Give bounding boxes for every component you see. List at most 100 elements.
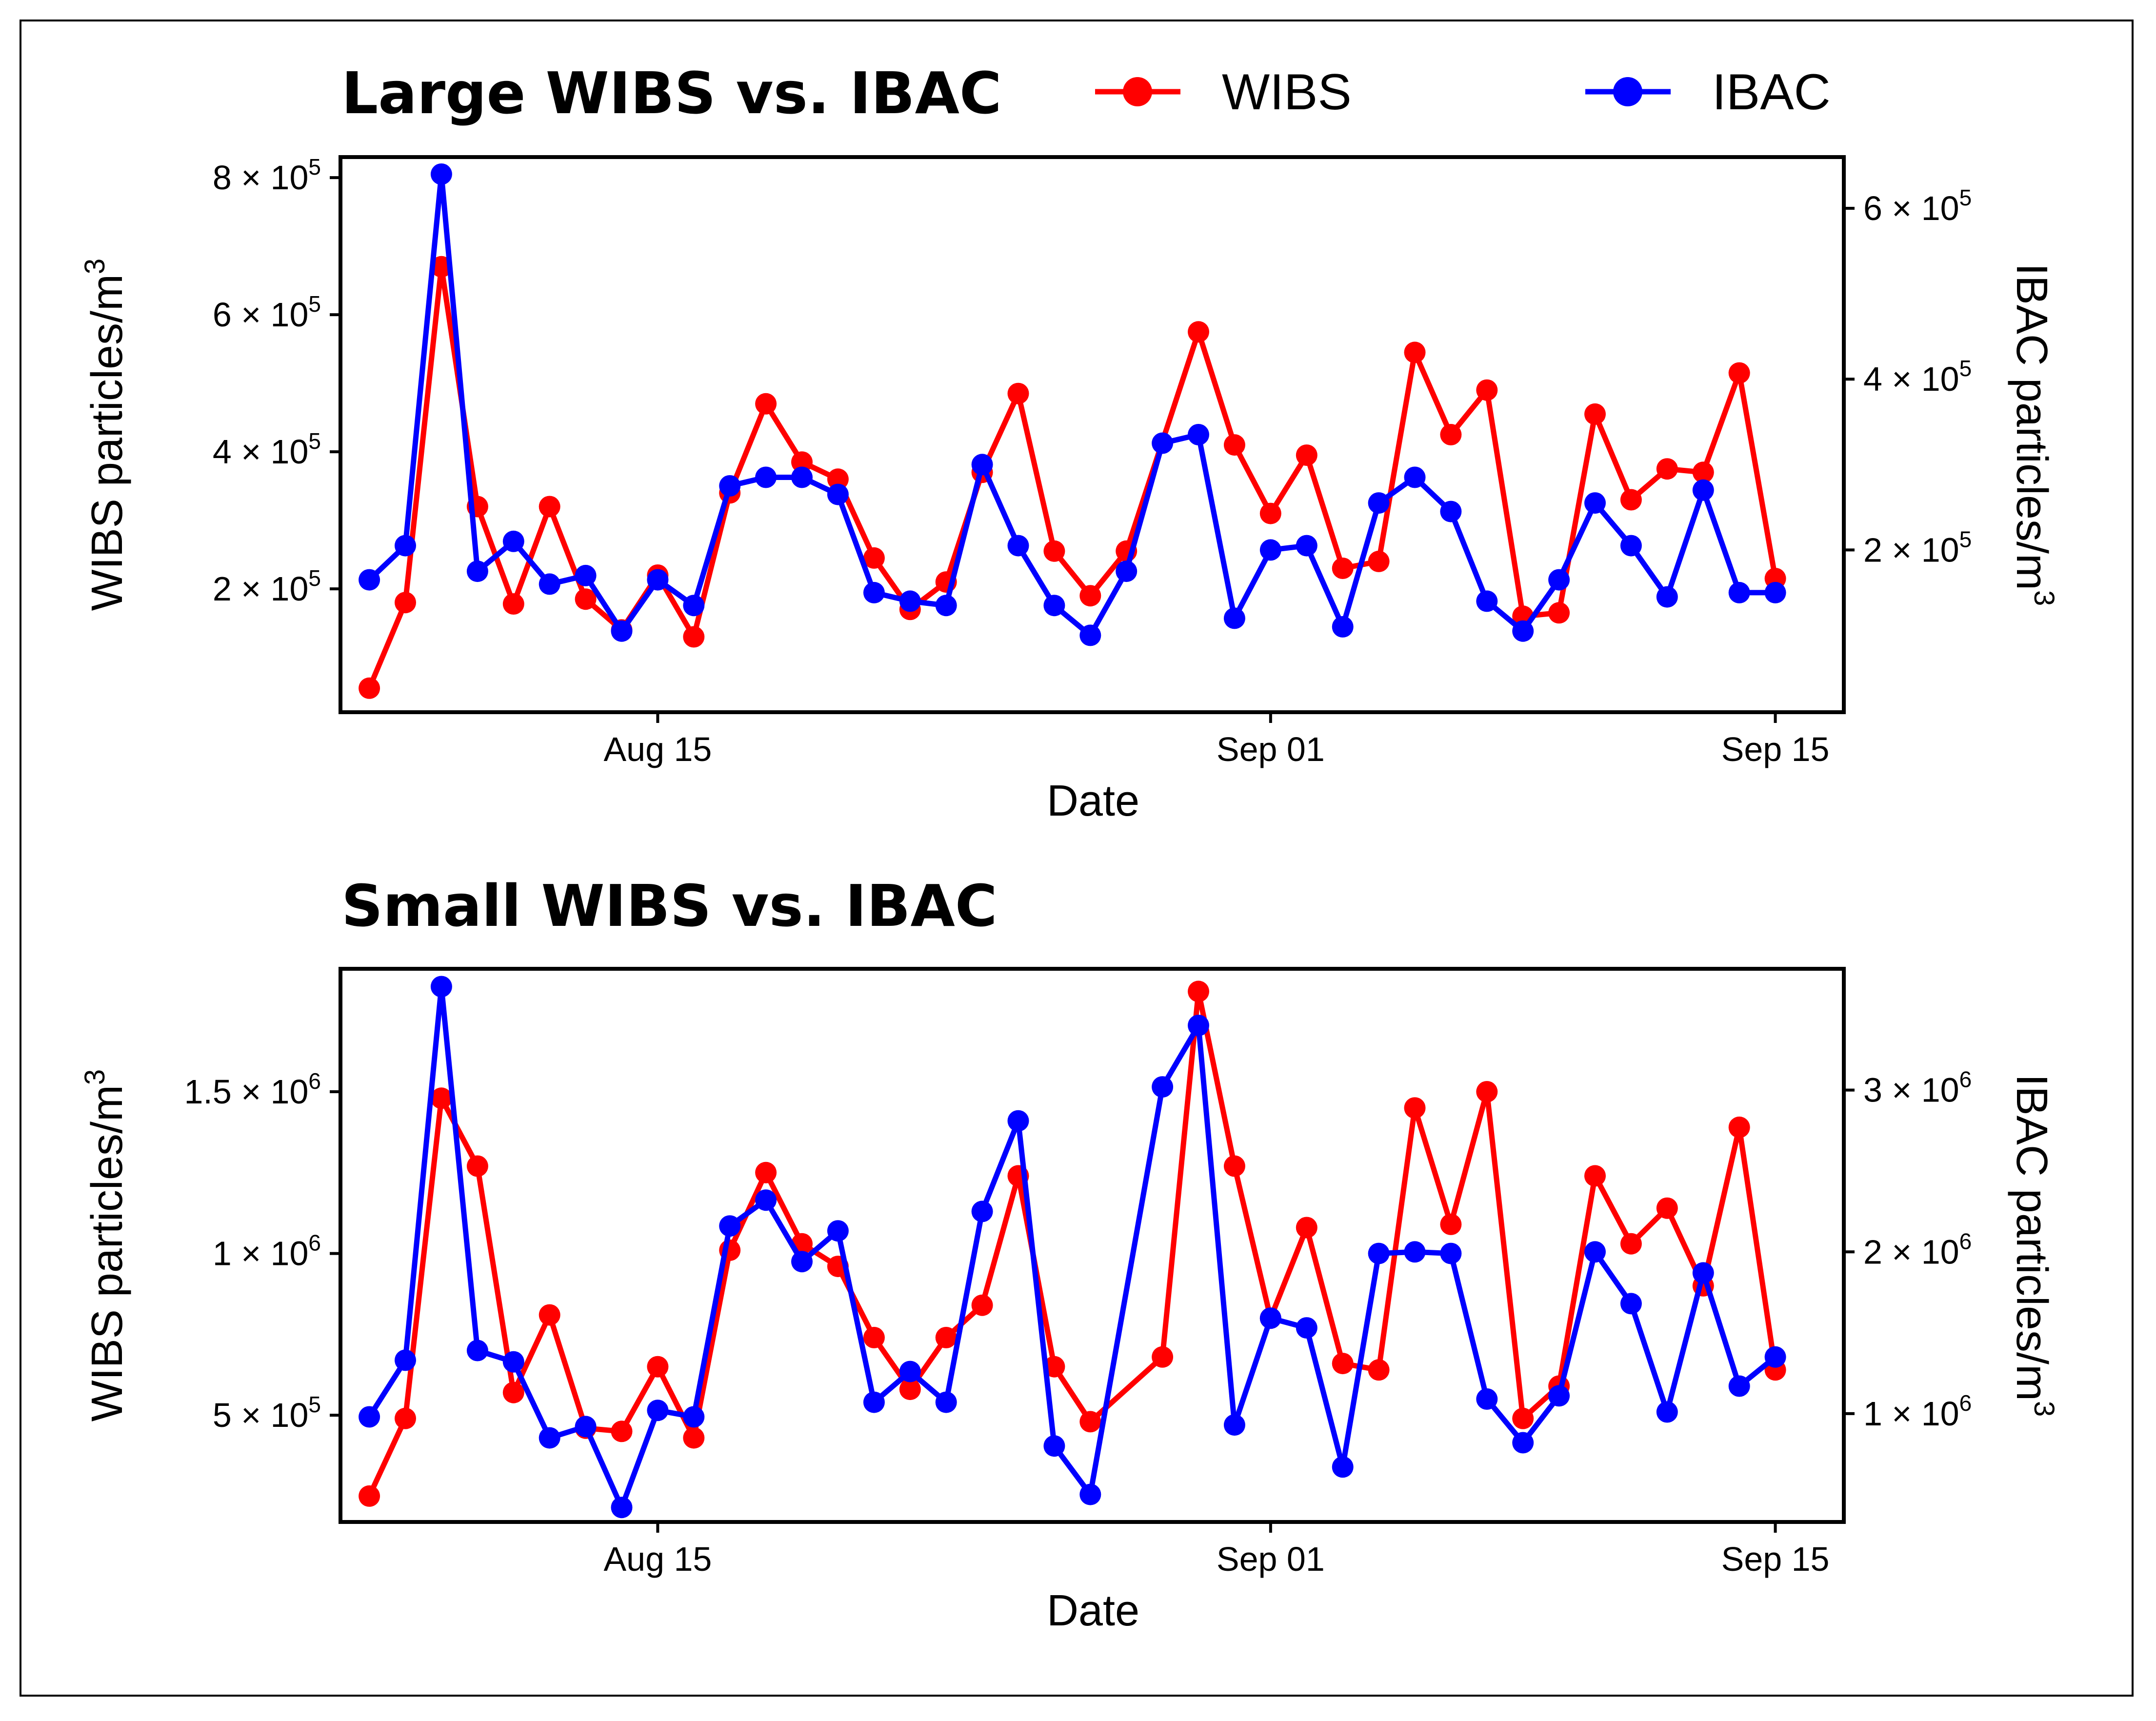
data-point-ibac-large-18 [1007, 535, 1029, 557]
data-point-ibac-small-38 [1764, 1346, 1786, 1368]
data-point-wibs-small-16 [935, 1327, 957, 1348]
data-point-wibs-small-26 [1332, 1353, 1354, 1375]
data-point-wibs-small-5 [539, 1304, 560, 1326]
y-label-left-text-large: WIBS particles/m [83, 274, 132, 611]
data-point-ibac-large-30 [1440, 500, 1462, 522]
x-axis-large: Aug 15 Sep 01 Sep 15 [603, 712, 1830, 768]
data-point-wibs-large-14 [863, 547, 885, 569]
data-point-wibs-large-19 [1043, 540, 1065, 562]
data-point-ibac-large-14 [863, 581, 885, 603]
data-point-wibs-small-28 [1404, 1097, 1426, 1119]
y-tick-label-left-large-0: 2 × 105 [213, 565, 321, 608]
data-point-ibac-small-35 [1656, 1401, 1678, 1423]
data-point-ibac-large-34 [1584, 492, 1606, 514]
data-point-wibs-large-18 [1007, 382, 1029, 404]
data-point-ibac-small-10 [719, 1215, 741, 1237]
y-tick-label-left-small-1: 1 × 106 [213, 1230, 321, 1273]
data-point-ibac-large-17 [971, 454, 993, 476]
chart-title-small: Small WIBS vs. IBAC [341, 872, 997, 940]
data-point-wibs-small-14 [863, 1327, 885, 1348]
data-point-wibs-small-17 [971, 1294, 993, 1316]
data-point-wibs-large-5 [539, 496, 560, 518]
data-point-ibac-small-15 [899, 1361, 921, 1382]
data-point-wibs-small-23 [1223, 1155, 1245, 1177]
data-point-ibac-large-37 [1692, 479, 1714, 501]
data-point-ibac-small-7 [611, 1497, 633, 1519]
data-point-wibs-small-21 [1152, 1346, 1174, 1368]
y-tick-label-left-large-1: 4 × 105 [213, 428, 321, 471]
data-point-ibac-large-2 [430, 163, 452, 185]
y-label-right-text-small: IBAC particles/m [2007, 1074, 2056, 1401]
data-point-wibs-large-12 [791, 451, 813, 473]
data-point-ibac-small-5 [539, 1427, 560, 1449]
y-tick-label-right-small-2: 3 × 106 [1863, 1067, 1972, 1109]
data-point-ibac-large-5 [539, 573, 560, 595]
data-point-ibac-large-33 [1548, 569, 1570, 591]
y-axis-right-small: 1 × 106 2 × 106 3 × 106 [1844, 1067, 1972, 1433]
data-point-wibs-large-22 [1188, 321, 1209, 343]
data-point-ibac-small-8 [647, 1400, 669, 1421]
data-point-ibac-large-27 [1332, 616, 1354, 638]
data-point-ibac-large-31 [1476, 590, 1498, 612]
data-point-ibac-small-3 [466, 1340, 488, 1361]
data-point-ibac-large-11 [755, 466, 777, 488]
legend-ibac-marker [1613, 77, 1642, 106]
data-point-wibs-large-35 [1656, 458, 1678, 480]
data-point-wibs-large-33 [1584, 403, 1606, 425]
data-point-wibs-small-22 [1188, 981, 1209, 1002]
y-axis-left-small: 5 × 105 1 × 106 1.5 × 106 [184, 1068, 340, 1434]
data-point-wibs-large-28 [1404, 341, 1426, 363]
data-point-ibac-small-12 [791, 1251, 813, 1273]
data-point-wibs-large-23 [1223, 434, 1245, 456]
data-point-ibac-small-13 [827, 1220, 849, 1242]
data-point-ibac-large-26 [1296, 535, 1318, 557]
y-label-left-sup-large: 3 [79, 259, 111, 274]
chart-title-large: Large WIBS vs. IBAC [341, 60, 1002, 127]
data-point-ibac-small-29 [1440, 1242, 1462, 1264]
data-point-ibac-large-35 [1620, 535, 1642, 557]
data-point-wibs-small-15 [899, 1379, 921, 1401]
data-point-ibac-small-37 [1728, 1375, 1750, 1397]
data-point-ibac-large-16 [935, 595, 957, 617]
data-point-ibac-large-13 [827, 483, 849, 505]
y-tick-label-right-small-0: 1 × 106 [1863, 1390, 1972, 1433]
data-point-ibac-small-18 [1007, 1110, 1029, 1132]
data-point-wibs-small-0 [359, 1485, 380, 1507]
data-point-ibac-small-9 [683, 1406, 705, 1428]
y-axis-label-right-small: IBAC particles/m3 [2007, 1074, 2060, 1417]
data-point-ibac-large-32 [1512, 620, 1534, 642]
data-point-ibac-small-23 [1223, 1414, 1245, 1436]
data-point-wibs-large-30 [1476, 379, 1498, 401]
data-point-ibac-small-14 [863, 1391, 885, 1413]
y-tick-label-left-small-0: 5 × 105 [213, 1392, 321, 1434]
data-point-wibs-large-32 [1548, 602, 1570, 624]
data-point-ibac-small-2 [430, 976, 452, 998]
data-point-ibac-small-0 [359, 1406, 380, 1428]
y-axis-right-large: 2 × 105 4 × 105 6 × 105 [1844, 185, 1972, 569]
data-point-ibac-small-16 [935, 1391, 957, 1413]
x-tick-label-large-0: Aug 15 [603, 730, 712, 768]
data-point-ibac-small-6 [575, 1416, 597, 1438]
y-tick-label-left-large-2: 6 × 105 [213, 291, 321, 334]
data-point-ibac-large-39 [1764, 581, 1786, 603]
y-tick-label-right-large-2: 6 × 105 [1863, 185, 1972, 227]
data-point-ibac-large-8 [647, 569, 669, 591]
data-point-ibac-small-21 [1152, 1076, 1174, 1098]
data-point-ibac-large-10 [719, 475, 741, 497]
data-point-wibs-small-29 [1440, 1213, 1462, 1235]
data-point-wibs-small-34 [1620, 1233, 1642, 1255]
y-axis-label-left-small: WIBS particles/m3 [79, 1069, 132, 1421]
y-tick-label-left-large-3: 8 × 105 [213, 154, 321, 197]
legend-wibs-marker [1123, 77, 1152, 106]
data-point-ibac-small-22 [1188, 1015, 1209, 1037]
data-point-wibs-large-27 [1368, 550, 1390, 572]
legend-wibs-label: WIBS [1222, 64, 1352, 120]
data-point-ibac-large-12 [791, 466, 813, 488]
data-point-wibs-small-33 [1584, 1165, 1606, 1187]
x-axis-label-small: Date [1047, 1586, 1139, 1635]
data-point-ibac-large-24 [1223, 607, 1245, 629]
y-label-left-sup-small: 3 [79, 1069, 111, 1085]
data-point-ibac-large-9 [683, 595, 705, 617]
data-point-wibs-small-31 [1512, 1407, 1534, 1429]
